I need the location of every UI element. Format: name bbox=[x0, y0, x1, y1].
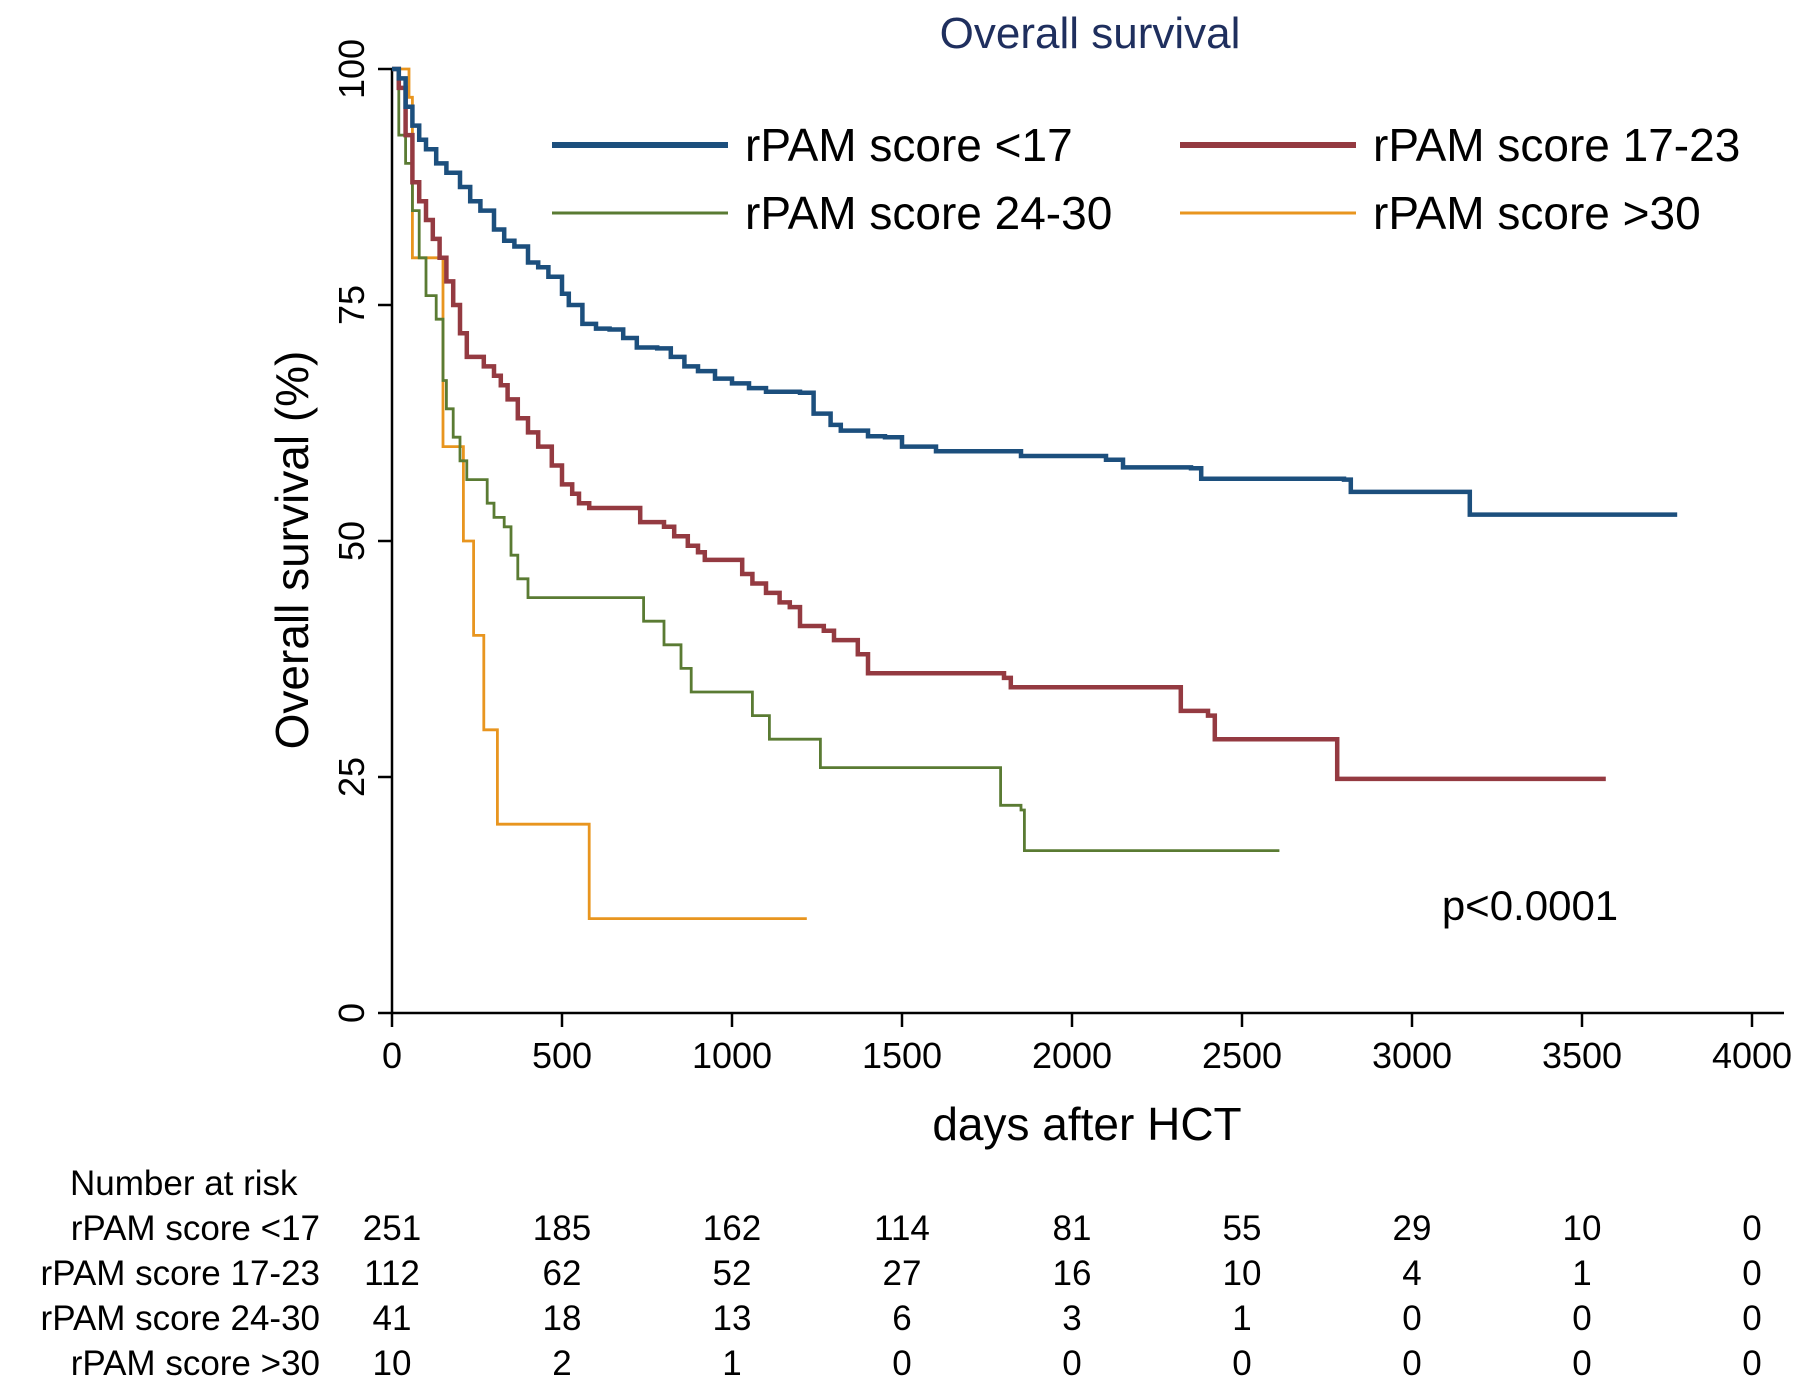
risk-count: 0 bbox=[1232, 1344, 1251, 1383]
risk-count: 62 bbox=[543, 1254, 582, 1293]
risk-count: 10 bbox=[373, 1344, 412, 1383]
x-axis-label: days after HCT bbox=[932, 1098, 1241, 1150]
risk-count: 0 bbox=[1742, 1254, 1761, 1293]
risk-count: 55 bbox=[1223, 1209, 1262, 1248]
plot-area: 0 500 1000 1500 2000 2500 3000 3500 4000 0 25 50 75 1… bbox=[331, 39, 1792, 1076]
y-axis-label: Overall survival (%) bbox=[266, 351, 318, 750]
y-tick-label: 100 bbox=[331, 39, 372, 99]
risk-count: 185 bbox=[533, 1209, 591, 1248]
risk-row-label: rPAM score 17-23 bbox=[41, 1254, 320, 1293]
y-tick-label: 50 bbox=[331, 521, 372, 561]
series-line-2 bbox=[392, 66, 1606, 782]
risk-count: 0 bbox=[1742, 1299, 1761, 1338]
risk-count: 3 bbox=[1062, 1299, 1081, 1338]
risk-count: 0 bbox=[1572, 1299, 1591, 1338]
risk-count: 1 bbox=[1232, 1299, 1251, 1338]
legend-label-2: rPAM score 17-23 bbox=[1373, 119, 1740, 171]
risk-row-label: rPAM score 24-30 bbox=[41, 1299, 320, 1338]
risk-count: 6 bbox=[892, 1299, 911, 1338]
y-tick-label: 75 bbox=[331, 285, 372, 325]
legend-label-4: rPAM score >30 bbox=[1373, 187, 1701, 239]
risk-count: 16 bbox=[1053, 1254, 1092, 1293]
legend-label-1: rPAM score <17 bbox=[745, 119, 1073, 171]
legend: rPAM score <17 rPAM score 17-23 rPAM score… bbox=[552, 119, 1740, 239]
risk-count: 27 bbox=[883, 1254, 922, 1293]
x-tick-label: 4000 bbox=[1712, 1035, 1792, 1076]
p-value-annotation: p<0.0001 bbox=[1442, 882, 1618, 929]
series-line-1 bbox=[392, 66, 1678, 517]
x-tick-label: 2500 bbox=[1202, 1035, 1282, 1076]
legend-label-3: rPAM score 24-30 bbox=[745, 187, 1112, 239]
x-tick-label: 500 bbox=[532, 1035, 592, 1076]
risk-count: 41 bbox=[373, 1299, 412, 1338]
risk-count: 81 bbox=[1053, 1209, 1092, 1248]
risk-count: 29 bbox=[1393, 1209, 1432, 1248]
risk-count: 0 bbox=[1402, 1344, 1421, 1383]
risk-count: 114 bbox=[874, 1209, 930, 1248]
risk-count: 1 bbox=[722, 1344, 741, 1383]
risk-count: 0 bbox=[1742, 1344, 1761, 1383]
risk-count: 0 bbox=[1572, 1344, 1591, 1383]
risk-count: 18 bbox=[543, 1299, 582, 1338]
risk-table-heading: Number at risk bbox=[70, 1164, 298, 1203]
risk-count: 4 bbox=[1402, 1254, 1421, 1293]
risk-count: 2 bbox=[552, 1344, 571, 1383]
y-tick-label: 25 bbox=[331, 757, 372, 797]
x-tick-label: 3500 bbox=[1542, 1035, 1622, 1076]
risk-count: 1 bbox=[1572, 1254, 1591, 1293]
risk-count: 162 bbox=[703, 1209, 761, 1248]
risk-count: 112 bbox=[364, 1254, 420, 1293]
risk-table: Number at risk rPAM score <17 251 185 162 11… bbox=[41, 1164, 1762, 1383]
risk-count: 10 bbox=[1223, 1254, 1262, 1293]
risk-count: 0 bbox=[1402, 1299, 1421, 1338]
risk-row-label: rPAM score >30 bbox=[71, 1344, 320, 1383]
risk-count: 251 bbox=[363, 1209, 421, 1248]
risk-count: 0 bbox=[1742, 1209, 1761, 1248]
risk-count: 0 bbox=[892, 1344, 911, 1383]
risk-row-label: rPAM score <17 bbox=[71, 1209, 320, 1248]
chart-title: Overall survival bbox=[940, 9, 1241, 58]
y-tick-label: 0 bbox=[331, 1003, 372, 1023]
x-tick-label: 1500 bbox=[862, 1035, 942, 1076]
risk-count: 13 bbox=[713, 1299, 752, 1338]
risk-count: 0 bbox=[1062, 1344, 1081, 1383]
x-tick-label: 1000 bbox=[692, 1035, 772, 1076]
x-tick-label: 2000 bbox=[1032, 1035, 1112, 1076]
x-tick-label: 0 bbox=[382, 1035, 402, 1076]
risk-count: 52 bbox=[713, 1254, 752, 1293]
x-tick-label: 3000 bbox=[1372, 1035, 1452, 1076]
series-line-3 bbox=[392, 67, 1280, 852]
risk-count: 10 bbox=[1563, 1209, 1602, 1248]
